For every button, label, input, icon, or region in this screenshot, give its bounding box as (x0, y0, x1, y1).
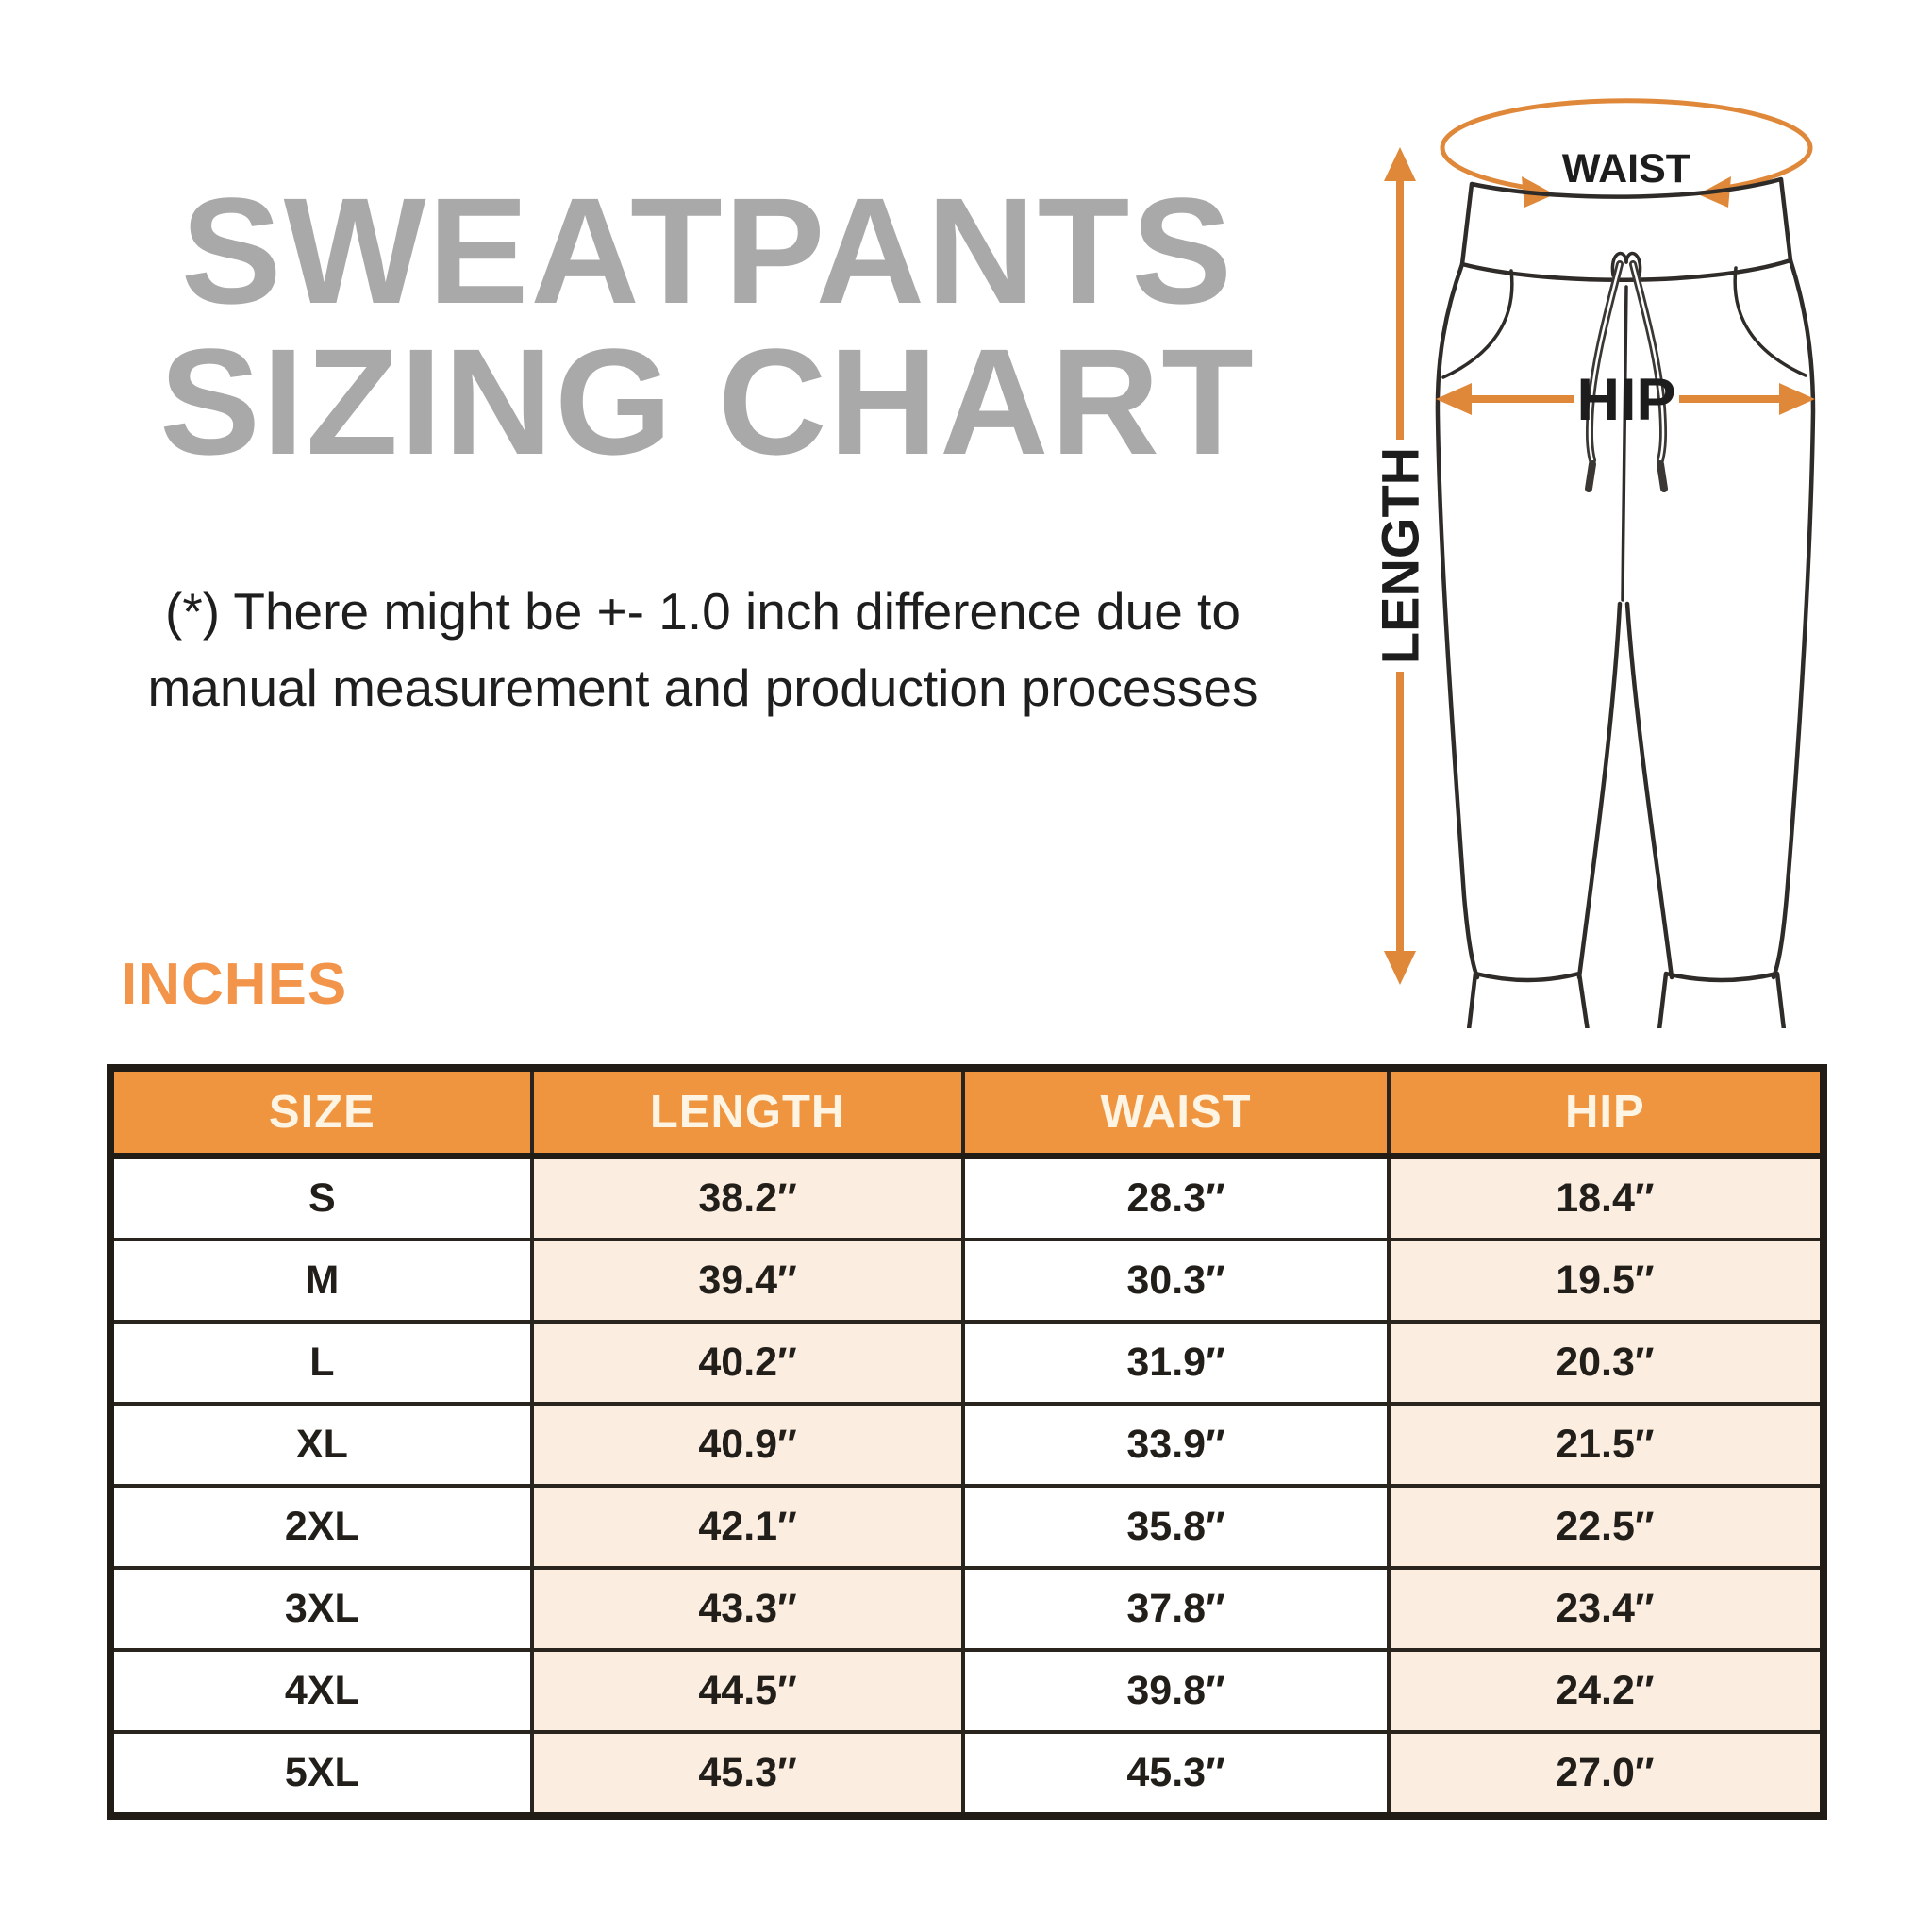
value-cell: 40.9″ (529, 1402, 966, 1488)
size-cell: XL (108, 1402, 534, 1488)
measurement-note-line-2: manual measurement and production proces… (147, 658, 1258, 718)
pants-outline (1435, 176, 1816, 1028)
table-row: L 40.2″ 31.9″ 20.3″ (108, 1320, 1826, 1406)
page-title-line-2: SIZING CHART (159, 317, 1256, 486)
value-cell: 45.3″ (961, 1730, 1391, 1818)
measurement-note-line-1: (*) There might be +- 1.0 inch differenc… (165, 582, 1241, 641)
value-cell: 18.4″ (1386, 1154, 1826, 1241)
value-cell: 22.5″ (1386, 1484, 1826, 1570)
value-cell: 42.1″ (529, 1484, 966, 1570)
value-cell: 39.8″ (961, 1648, 1391, 1734)
value-cell: 35.8″ (961, 1484, 1391, 1570)
value-cell: 27.0″ (1386, 1730, 1826, 1818)
value-cell: 43.3″ (529, 1566, 966, 1652)
value-cell: 28.3″ (961, 1154, 1391, 1241)
size-cell: 4XL (108, 1648, 534, 1734)
value-cell: 44.5″ (529, 1648, 966, 1734)
column-header-size: SIZE (108, 1066, 534, 1159)
length-arrow (1384, 147, 1416, 985)
inches-label: INCHES (121, 952, 348, 1017)
column-header-length: LENGTH (529, 1066, 966, 1159)
table-row: 3XL 43.3″ 37.8″ 23.4″ (108, 1566, 1826, 1652)
size-cell: 3XL (108, 1566, 534, 1652)
value-cell: 38.2″ (529, 1154, 966, 1241)
size-table: SIZE LENGTH WAIST HIP S 38.2″ 28.3″ 18.4″ M 39.4… (107, 1064, 1827, 1820)
size-table-header-row: SIZE LENGTH WAIST HIP (108, 1066, 1826, 1159)
column-header-hip: HIP (1386, 1066, 1826, 1159)
size-cell: S (108, 1154, 534, 1241)
table-row: 4XL 44.5″ 39.8″ 24.2″ (108, 1648, 1826, 1734)
value-cell: 45.3″ (529, 1730, 966, 1818)
value-cell: 37.8″ (961, 1566, 1391, 1652)
size-cell: 5XL (108, 1730, 534, 1818)
table-row: 5XL 45.3″ 45.3″ 27.0″ (108, 1730, 1826, 1818)
value-cell: 39.4″ (529, 1238, 966, 1324)
length-label: LENGTH (1371, 447, 1430, 664)
value-cell: 21.5″ (1386, 1402, 1826, 1488)
table-row: 2XL 42.1″ 35.8″ 22.5″ (108, 1484, 1826, 1570)
table-row: M 39.4″ 30.3″ 19.5″ (108, 1238, 1826, 1324)
value-cell: 23.4″ (1386, 1566, 1826, 1652)
size-table-body: S 38.2″ 28.3″ 18.4″ M 39.4″ 30.3″ 19.5″ L 40.2″ 31… (108, 1154, 1826, 1818)
table-row: S 38.2″ 28.3″ 18.4″ (108, 1154, 1826, 1241)
value-cell: 40.2″ (529, 1320, 966, 1406)
value-cell: 30.3″ (961, 1238, 1391, 1324)
value-cell: 31.9″ (961, 1320, 1391, 1406)
value-cell: 24.2″ (1386, 1648, 1826, 1734)
value-cell: 33.9″ (961, 1402, 1391, 1488)
page-title-line-1: SWEATPANTS (180, 166, 1235, 335)
table-row: XL 40.9″ 33.9″ 21.5″ (108, 1402, 1826, 1488)
page-title: SWEATPANTS SIZING CHART (52, 175, 1363, 477)
size-cell: 2XL (108, 1484, 534, 1570)
waist-label: WAIST (1562, 146, 1690, 192)
value-cell: 19.5″ (1386, 1238, 1826, 1324)
column-header-waist: WAIST (961, 1066, 1391, 1159)
value-cell: 20.3″ (1386, 1320, 1826, 1406)
size-cell: M (108, 1238, 534, 1324)
sweatpants-diagram: LENGTH WAIST (1371, 98, 1816, 1028)
measurement-note: (*) There might be +- 1.0 inch differenc… (28, 574, 1377, 727)
size-cell: L (108, 1320, 534, 1406)
hip-arrow (1436, 383, 1815, 415)
hip-label: HIP (1576, 367, 1675, 433)
